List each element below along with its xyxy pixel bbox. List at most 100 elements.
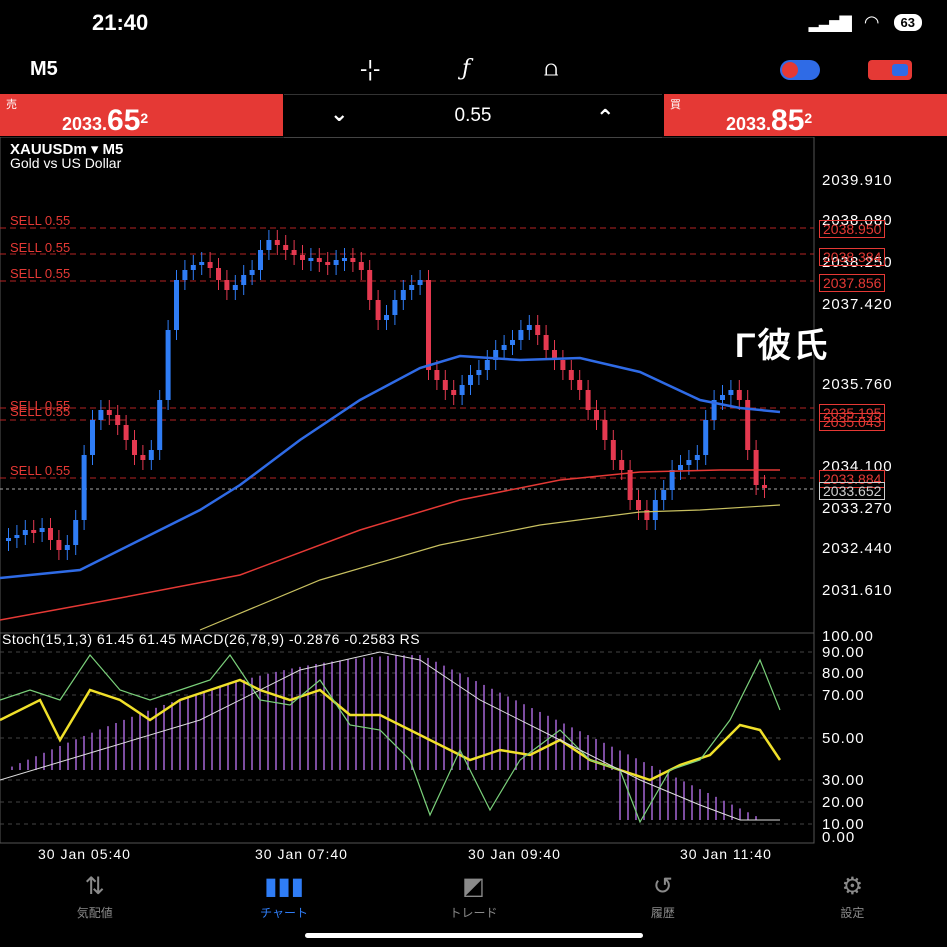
candle-body: [585, 390, 591, 410]
candle-body: [703, 420, 709, 455]
tab-settings[interactable]: ⚙ 設定: [840, 873, 865, 921]
time-axis-label: 30 Jan 11:40: [680, 846, 772, 862]
buy-price: 2033.852: [726, 104, 813, 137]
candle-body: [367, 270, 373, 300]
candle-body: [560, 360, 566, 370]
lot-size-value[interactable]: 0.55: [454, 105, 492, 126]
candle-body: [300, 255, 305, 260]
candle-body: [753, 450, 759, 485]
ma-fast-line: [0, 354, 781, 580]
decrease-lot-button[interactable]: ⌄: [330, 101, 349, 126]
one-click-icon[interactable]: [868, 60, 912, 80]
candle-body: [190, 265, 196, 270]
price-axis-label: 2033.270: [822, 500, 893, 517]
buy-button[interactable]: 買 2033.852: [664, 94, 947, 137]
candle-body: [501, 345, 507, 350]
sub-axis-label: 70.00: [822, 687, 865, 704]
chart-icon: ▮▮▮: [264, 873, 304, 900]
buy-label: 買: [670, 99, 681, 111]
indicator-icon[interactable]: ⩍: [544, 56, 559, 81]
candle-body: [720, 395, 725, 400]
sell-order-label: SELL 0.55: [10, 463, 71, 478]
candle-body: [207, 262, 213, 268]
candle-body: [493, 350, 499, 360]
candle-body: [442, 380, 448, 390]
increase-lot-button[interactable]: ⌃: [596, 105, 615, 130]
candle-body: [543, 335, 549, 350]
candle-body: [610, 440, 616, 460]
candle-body: [409, 285, 415, 290]
price-tag: 2035.043: [819, 413, 886, 431]
stoch-signal-line: [0, 653, 781, 824]
candle-body: [157, 400, 163, 450]
candle-body: [392, 300, 398, 315]
price-axis-label: 2039.910: [822, 172, 893, 189]
candle-body: [291, 250, 297, 255]
candle-body: [81, 455, 87, 520]
candle-body: [459, 385, 465, 395]
ma-mid-line: [0, 469, 780, 621]
candle-body: [375, 300, 381, 320]
candle-body: [686, 460, 692, 465]
price-axis-label: 2032.440: [822, 540, 893, 557]
sell-price: 2033.652: [62, 104, 149, 137]
candle-body: [333, 260, 339, 265]
candle-body: [358, 262, 364, 270]
tab-bar: ⇅ 気配値 ▮▮▮ チャート ◩ トレード ↺ 履歴 ⚙ 設定: [0, 868, 947, 928]
candle-body: [728, 390, 734, 395]
candle-body: [535, 325, 541, 335]
candle-body: [342, 258, 347, 261]
candle-body: [510, 340, 515, 345]
sell-button[interactable]: 売 2033.652: [0, 94, 283, 137]
candle-body: [526, 325, 532, 330]
candle-body: [426, 280, 431, 370]
candle-body: [350, 258, 356, 262]
sub-axis-label: 100.00: [822, 628, 874, 645]
candle-body: [577, 380, 583, 390]
sub-axis-label: 10.00: [822, 816, 865, 833]
main-pane-frame: [0, 137, 815, 634]
sub-axis-label: 30.00: [822, 772, 865, 789]
trade-icon: ◩: [462, 873, 485, 900]
watermark-stamp: Γ彼氏: [735, 327, 830, 365]
candle-body: [64, 545, 70, 550]
wifi-icon: ◠: [863, 12, 880, 32]
timeframe-button[interactable]: M5: [30, 58, 58, 80]
chart-description: Gold vs US Dollar: [10, 155, 122, 171]
price-tag: 2038.384: [819, 248, 886, 266]
tab-quotes[interactable]: ⇅ 気配値: [76, 873, 113, 921]
candle-body: [694, 455, 700, 460]
function-icon[interactable]: ƒ: [462, 56, 471, 81]
candle-body: [174, 280, 179, 330]
candle-body: [283, 245, 289, 250]
candle-body: [6, 538, 11, 541]
candle-body: [602, 420, 608, 440]
sub-axis-label: 50.00: [822, 730, 865, 747]
price-chart[interactable]: [0, 137, 947, 845]
tab-history[interactable]: ↺ 履歴: [650, 873, 675, 921]
candle-body: [644, 510, 650, 520]
candle-body: [90, 420, 95, 455]
history-icon: ↺: [652, 873, 673, 900]
time-axis-label: 30 Jan 07:40: [255, 846, 348, 862]
tab-chart[interactable]: ▮▮▮ チャート: [260, 873, 309, 921]
price-axis-label: 2038.250: [822, 254, 893, 271]
candle-body: [73, 520, 79, 545]
lot-size-control: ⌄ 0.55 ⌃: [284, 94, 662, 138]
chart-symbol[interactable]: XAUUSDm ▾ M5: [10, 141, 124, 158]
candle-body: [123, 425, 129, 440]
candle-body: [14, 535, 20, 538]
candle-body: [274, 240, 280, 245]
candle-body: [132, 440, 137, 455]
sell-order-label: SELL 0.55: [10, 240, 71, 255]
candle-body: [182, 270, 188, 280]
candle-body: [216, 268, 221, 280]
trade-toggle-icon[interactable]: [780, 60, 820, 80]
sub-axis-label: 0.00: [822, 829, 856, 846]
candle-body: [678, 465, 683, 470]
candle-body: [31, 530, 37, 533]
crosshair-icon[interactable]: -¦-: [360, 56, 381, 81]
candle-body: [325, 262, 331, 265]
tab-trade[interactable]: ◩ トレード: [449, 873, 498, 921]
candle-body: [568, 370, 574, 380]
